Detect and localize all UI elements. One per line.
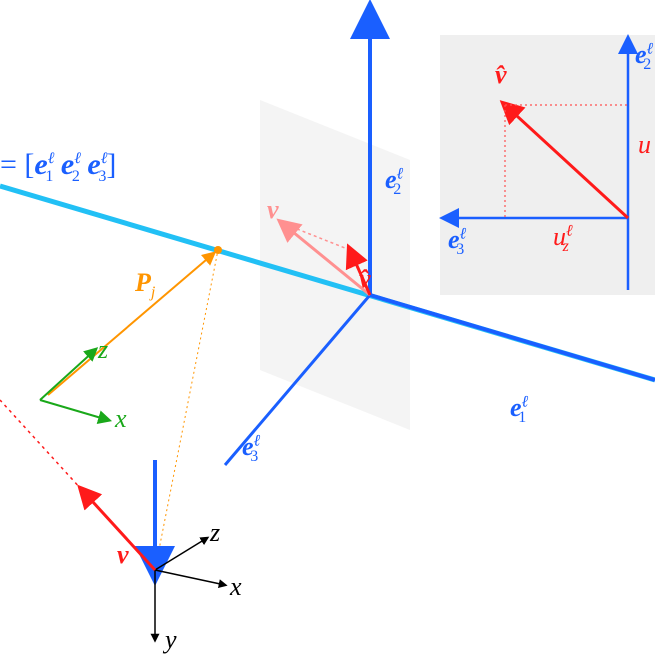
pj-label: Pj <box>135 268 155 302</box>
inset-uz-label: uℓz <box>553 222 569 256</box>
v-faded-label: v <box>267 195 279 225</box>
e3-label: eℓ3 <box>242 432 258 466</box>
inset-panel <box>440 35 655 295</box>
point-pj <box>214 246 222 254</box>
diagram-svg <box>0 0 655 655</box>
inset-e2-label: eℓ2 <box>635 40 651 74</box>
global-y-label: y <box>165 625 177 655</box>
inset-u-label: u <box>638 130 651 160</box>
global-x-label: x <box>230 572 242 602</box>
global-z-label: z <box>210 518 220 548</box>
vhat-label: v̂ <box>359 264 371 294</box>
matrix-label: = [eℓ1 eℓ2 eℓ3] <box>0 148 116 186</box>
green-z-label: z <box>98 335 108 365</box>
green-x-label: x <box>115 404 127 434</box>
e2-label: eℓ2 <box>385 165 401 199</box>
inset-vhat-label: v̂ <box>495 60 507 90</box>
e1-label: eℓ1 <box>510 393 526 427</box>
inset-e3-label: eℓ3 <box>448 225 464 259</box>
v-bottom-label: v <box>117 540 129 570</box>
